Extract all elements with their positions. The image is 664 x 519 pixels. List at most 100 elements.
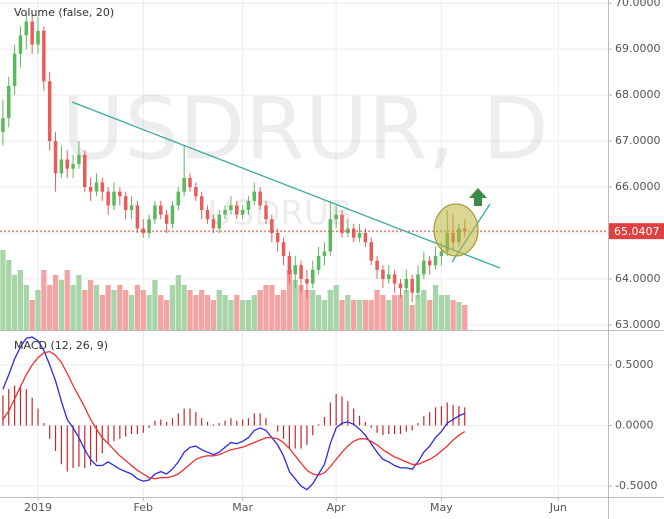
volume-bar	[263, 285, 269, 330]
volume-bar	[87, 280, 94, 330]
volume-bar	[64, 270, 70, 330]
volume-bar	[432, 285, 439, 330]
volume-bar	[152, 280, 158, 330]
volume-bar	[6, 260, 12, 330]
y-tick-label: 68.0000	[615, 88, 661, 101]
volume-bar	[193, 295, 199, 330]
candle-body	[147, 219, 151, 234]
volume-bar	[134, 285, 141, 330]
volume-bar	[462, 305, 468, 330]
candle-body	[182, 177, 186, 192]
volume-bar	[199, 290, 205, 330]
volume-bar	[427, 300, 433, 330]
volume-bar	[321, 300, 328, 330]
volume-bar	[187, 290, 193, 330]
candle-body	[7, 85, 11, 119]
volume-bar	[99, 295, 105, 330]
candle-body	[100, 182, 105, 192]
candle-body	[281, 242, 286, 257]
volume-bar	[204, 295, 211, 330]
volume-bar	[391, 295, 398, 330]
volume-bar	[450, 300, 456, 330]
candle-body	[311, 269, 315, 284]
volume-bar	[362, 300, 369, 330]
x-tick-label: May	[430, 501, 453, 514]
candle-body	[170, 205, 175, 224]
candle-body	[305, 278, 309, 284]
volume-bar	[123, 290, 129, 330]
volume-bar	[11, 275, 18, 330]
candle-body	[427, 260, 432, 266]
candle-body	[235, 205, 239, 215]
candle-body	[1, 118, 5, 132]
volume-bar	[239, 300, 246, 330]
volume-bar	[76, 275, 82, 330]
candle-body	[164, 214, 169, 224]
x-tick-label: Jun	[549, 501, 567, 514]
volume-bar	[93, 285, 100, 330]
candle-body	[375, 260, 379, 270]
volume-bar	[257, 290, 263, 330]
volume-bar	[175, 275, 181, 330]
volume-bar	[17, 270, 24, 330]
volume-bar	[351, 300, 357, 330]
candle-body	[369, 242, 373, 261]
volume-bar	[82, 290, 88, 330]
candle-body	[12, 53, 17, 86]
volume-bar	[181, 285, 187, 330]
volume-bar	[286, 270, 293, 330]
candle-body	[351, 228, 356, 238]
y-tick-label: 0.0000	[615, 419, 654, 432]
volume-bar	[117, 285, 123, 330]
volume-bar	[356, 300, 363, 330]
volume-bar	[70, 285, 76, 330]
candle-body	[363, 233, 368, 243]
y-tick-label: -0.5000	[615, 479, 657, 492]
candle-body	[381, 269, 385, 279]
candle-body	[47, 81, 52, 142]
candle-body	[205, 210, 210, 220]
candle-body	[194, 187, 198, 197]
volume-bar	[386, 300, 392, 330]
candle-body	[322, 251, 327, 257]
volume-bar	[140, 290, 146, 330]
watermark-sub: USDRUB	[208, 194, 352, 234]
trend-line	[71, 101, 501, 269]
volume-bar	[58, 280, 65, 330]
volume-bar	[374, 290, 380, 330]
candle-body	[188, 177, 192, 188]
candle-body	[18, 35, 23, 54]
volume-bar	[310, 290, 316, 330]
candle-body	[229, 205, 233, 211]
highlight-ellipse	[433, 203, 479, 257]
volume-bar	[456, 302, 462, 330]
y-tick-label: 66.0000	[615, 180, 661, 193]
candle-body	[217, 214, 221, 229]
volume-bar	[41, 270, 47, 330]
volume-bar	[339, 300, 345, 330]
candle-body	[106, 191, 110, 206]
macd-line	[2, 336, 466, 491]
volume-bar	[304, 290, 310, 330]
candle-body	[77, 154, 81, 165]
candle-body	[293, 265, 297, 275]
candle-body	[398, 283, 403, 289]
candle-body	[199, 196, 204, 211]
candle-body	[246, 200, 251, 211]
candle-body	[30, 21, 34, 45]
x-tick-label: Apr	[327, 501, 347, 514]
candle-body	[176, 191, 181, 206]
volume-bar	[403, 290, 409, 330]
volume-bar	[292, 280, 298, 330]
last-price-box	[609, 223, 664, 240]
volume-bar	[0, 250, 6, 330]
candle-body	[334, 214, 338, 220]
volume-bar	[234, 295, 240, 330]
candle-body	[223, 210, 227, 215]
y-tick-label: 67.0000	[615, 134, 661, 147]
volume-bar	[210, 300, 217, 330]
volume-bar	[397, 295, 404, 330]
candle-body	[123, 196, 128, 211]
candle-body	[328, 219, 333, 252]
